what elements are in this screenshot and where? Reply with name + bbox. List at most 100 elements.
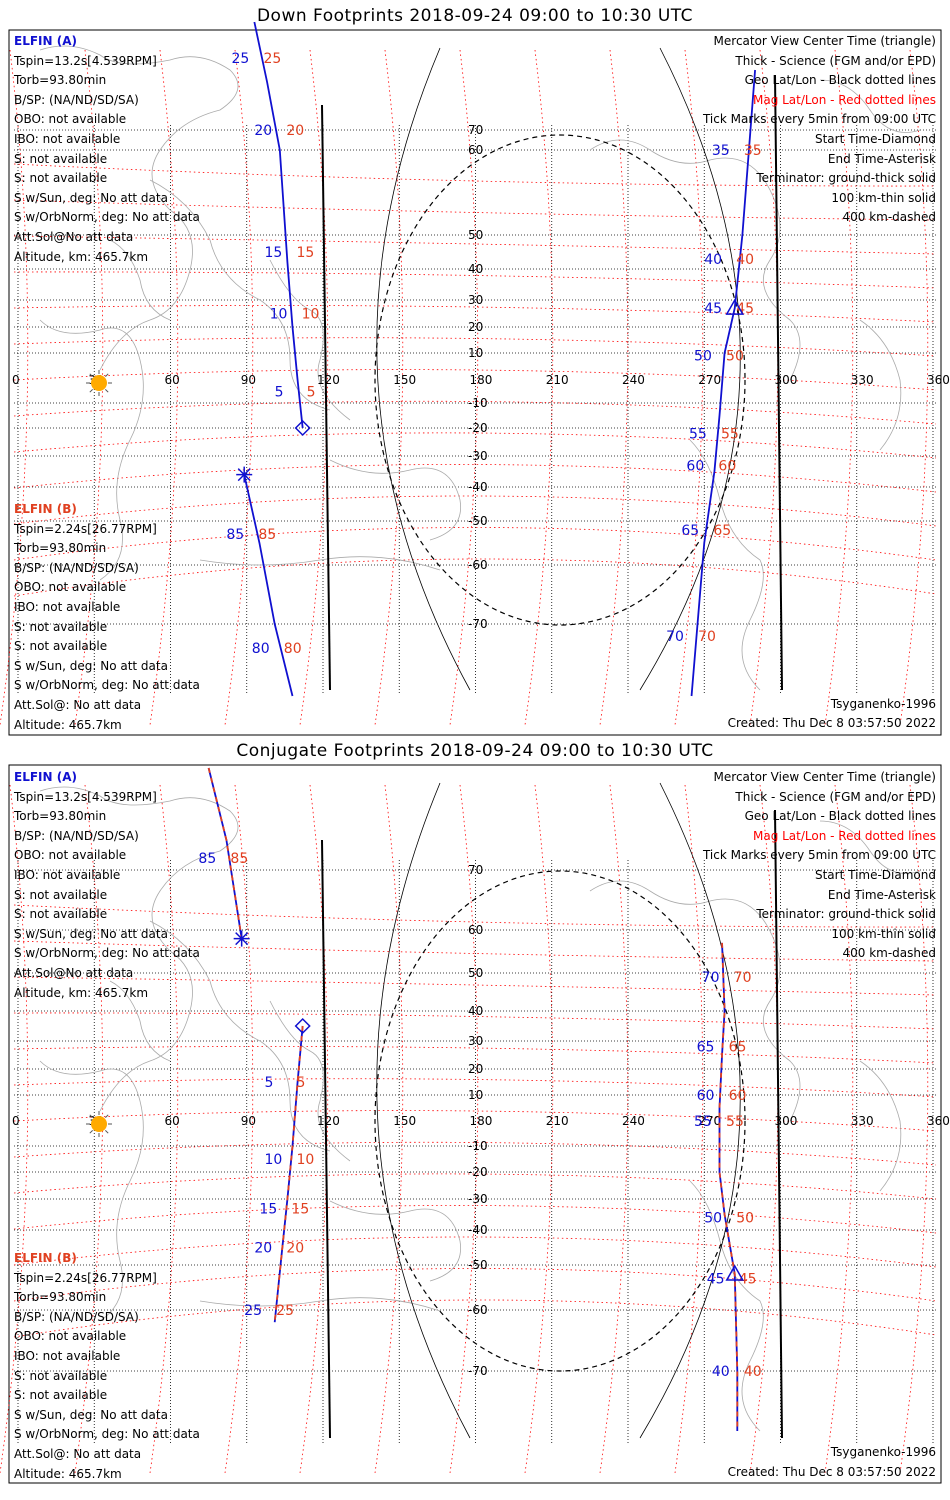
mag-lat-line xyxy=(13,1110,937,1132)
track-tick-label-a: 5 xyxy=(275,385,284,401)
coastline xyxy=(109,239,171,321)
mag-lat-line xyxy=(13,976,937,996)
mag-lon-line xyxy=(299,49,329,726)
info-line: S w/Sun, deg: No att data xyxy=(14,658,168,673)
mag-lat-line xyxy=(13,904,937,928)
lon-tick-label: 240 xyxy=(622,1114,645,1128)
info-line: S w/Sun, deg: No att data xyxy=(14,1407,168,1422)
mag-lon-line xyxy=(374,784,404,1474)
info-line: IBO: not available xyxy=(14,599,121,614)
lon-tick-label: 360 xyxy=(927,373,950,387)
mag-lon-line xyxy=(224,784,254,1474)
lon-tick-label: 240 xyxy=(622,373,645,387)
coastline xyxy=(199,1297,441,1312)
track-tick-label-a: 80 xyxy=(252,641,270,657)
diamond-marker xyxy=(294,1017,311,1035)
legend-line: Terminator: ground-thick solid xyxy=(756,907,936,922)
track-tick-label-b: 45 xyxy=(736,301,754,317)
legend-line: Mercator View Center Time (triangle) xyxy=(713,770,936,784)
elfin-b-info-conjugate: ELFIN (B) Tspin=2.24s[26.77RPM] Torb=93.… xyxy=(14,1249,200,1484)
created-label-down: Created: Thu Dec 8 03:57:50 2022 xyxy=(727,716,936,730)
lon-tick-label: 180 xyxy=(470,1114,493,1128)
lat-tick-label: -20 xyxy=(468,1165,488,1179)
info-line: IBO: not available xyxy=(14,131,121,146)
mag-lat-line xyxy=(13,940,937,962)
info-line: Torb=93.80min xyxy=(14,73,107,88)
mag-lat-line xyxy=(13,1299,937,1338)
elfin-a-name: ELFIN (A) xyxy=(14,770,77,784)
lat-tick-label: 10 xyxy=(468,346,483,360)
lat-tick-label: 40 xyxy=(468,1004,483,1018)
coastline xyxy=(39,1060,144,1322)
mag-lon-line xyxy=(374,49,404,726)
mag-lon-line xyxy=(449,49,479,726)
asterisk-marker xyxy=(233,930,250,947)
terminator-100km-east xyxy=(639,47,741,691)
lat-tick-label: -10 xyxy=(468,396,488,410)
info-line: Att.Sol@: No att data xyxy=(14,1446,142,1461)
panel-title-conjugate: Conjugate Footprints 2018-09-24 09:00 to… xyxy=(236,741,714,761)
mag-lat-line xyxy=(13,1141,937,1166)
mag-lon-line xyxy=(74,784,104,1474)
track-tick-label-a: 70 xyxy=(702,970,720,986)
lon-tick-label: 90 xyxy=(241,373,256,387)
panel-frame xyxy=(8,29,942,736)
lat-tick-label: -40 xyxy=(468,480,488,494)
info-line: Altitude, km: 465.7km xyxy=(14,249,149,264)
legend-line: Geo Lat/Lon - Black dotted lines xyxy=(744,73,936,88)
info-line: OBO: not available xyxy=(14,580,127,595)
track-tick-label-a: 55 xyxy=(689,427,707,443)
mag-lon-line xyxy=(0,784,29,1474)
lon-tick-label: 330 xyxy=(851,1114,874,1128)
track-tick-label-b: 70 xyxy=(734,970,752,986)
lon-tick-label: 300 xyxy=(775,1114,798,1128)
panel-title-down: Down Footprints 2018-09-24 09:00 to 10:3… xyxy=(256,6,694,26)
track-tick-label-b: 5 xyxy=(297,1075,306,1091)
lat-tick-label: 60 xyxy=(468,143,483,157)
coastline xyxy=(39,319,144,581)
track-tick-label-b: 35 xyxy=(744,143,762,159)
mag-lat-line xyxy=(13,163,937,187)
info-line: B/SP: (NA/ND/SD/SA) xyxy=(14,1309,139,1324)
track-tick-label-b: 15 xyxy=(291,1201,309,1217)
legend-line: 400 km-dashed xyxy=(842,210,936,225)
lon-tick-label: 150 xyxy=(393,1114,416,1128)
track-tick-label-b: 40 xyxy=(744,1364,762,1380)
info-line: S: not available xyxy=(14,619,108,634)
lat-tick-label: -40 xyxy=(468,1223,488,1237)
track-tick-label-a: 25 xyxy=(231,51,249,67)
track-tick-label-b: 65 xyxy=(729,1040,747,1056)
info-line: S: not available xyxy=(14,1388,108,1403)
mag-lon-line xyxy=(749,49,779,726)
mag-lat-line xyxy=(13,400,937,425)
info-line: OBO: not available xyxy=(14,112,127,127)
lat-tick-label: 50 xyxy=(468,966,483,980)
track-tick-label-a: 65 xyxy=(681,523,699,539)
info-line: IBO: not available xyxy=(14,867,121,882)
elfin-a-name: ELFIN (A) xyxy=(14,34,77,48)
terminator-400km xyxy=(374,134,746,626)
elfin-b-info-down: ELFIN (B) Tspin=2.24s[26.77RPM] Torb=93.… xyxy=(14,500,200,735)
coastline xyxy=(819,79,921,133)
track-tick-label-b: 20 xyxy=(286,1241,304,1257)
legend-line: End Time-Asterisk xyxy=(827,887,936,902)
lon-tick-label: 0 xyxy=(12,1114,20,1128)
lat-tick-label: 30 xyxy=(468,293,483,307)
info-line: Att.Sol@: No att data xyxy=(14,697,142,712)
coastline xyxy=(39,45,239,371)
info-line: Torb=93.80min xyxy=(14,1290,107,1305)
coastline xyxy=(269,1000,351,1162)
terminator-400km xyxy=(374,870,746,1372)
info-line: Altitude, km: 465.7km xyxy=(14,985,149,1000)
legend-line: Mag Lat/Lon - Red dotted lines xyxy=(752,92,936,107)
info-line: S: not available xyxy=(14,887,108,902)
info-line: S w/OrbNorm, deg: No att data xyxy=(14,946,200,961)
lat-tick-label: -70 xyxy=(468,617,488,631)
track-tick-label-a: 15 xyxy=(259,1201,277,1217)
lon-tick-label: 120 xyxy=(317,373,340,387)
mag-lon-line xyxy=(299,784,329,1474)
lat-tick-label: -60 xyxy=(468,1303,488,1317)
lat-tick-label: -50 xyxy=(468,1258,488,1272)
mag-lat-line xyxy=(13,235,937,255)
track-tick-label-b: 60 xyxy=(729,1088,747,1104)
